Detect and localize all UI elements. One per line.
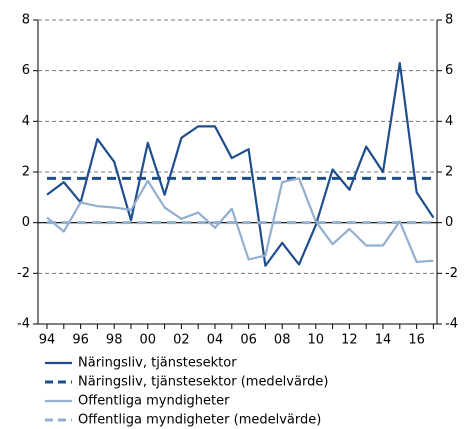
legend-label: Näringsliv, tjänstesektor (medelvärde) <box>78 375 328 390</box>
series-line <box>46 61 435 267</box>
y2-tick-label: -4 <box>445 317 458 332</box>
x-tick-label: 00 <box>140 333 157 348</box>
y-tick-label: 4 <box>22 114 30 129</box>
y-tick-label: 6 <box>22 63 30 78</box>
x-tick-label: 98 <box>106 333 123 348</box>
x-tick-label: 02 <box>173 333 190 348</box>
y2-tick-label: 6 <box>445 63 453 78</box>
x-tick-label: 06 <box>240 333 257 348</box>
y-tick-label: 8 <box>22 13 30 28</box>
y2-tick-label: 0 <box>445 215 453 230</box>
y-tick-label: -4 <box>17 317 30 332</box>
x-tick-label: 96 <box>72 333 89 348</box>
y2-tick-label: 8 <box>445 13 453 28</box>
x-tick-label: 04 <box>207 333 224 348</box>
x-tick-label: 14 <box>375 333 392 348</box>
x-tick-label: 08 <box>274 333 291 348</box>
legend-label: Näringsliv, tjänstesektor <box>78 356 237 371</box>
x-tick-label: 94 <box>39 333 56 348</box>
y2-tick-label: -2 <box>445 266 458 281</box>
x-tick-label: 16 <box>408 333 425 348</box>
x-tick-label: 10 <box>308 333 325 348</box>
y-tick-label: -2 <box>17 266 30 281</box>
y-tick-label: 2 <box>22 165 30 180</box>
y2-tick-label: 4 <box>445 114 453 129</box>
y-tick-label: 0 <box>22 215 30 230</box>
y2-tick-label: 2 <box>445 165 453 180</box>
legend-label: Offentliga myndigheter (medelvärde) <box>78 413 321 428</box>
series-line <box>46 177 434 264</box>
legend-label: Offentliga myndigheter <box>78 394 230 409</box>
x-tick-label: 12 <box>341 333 358 348</box>
